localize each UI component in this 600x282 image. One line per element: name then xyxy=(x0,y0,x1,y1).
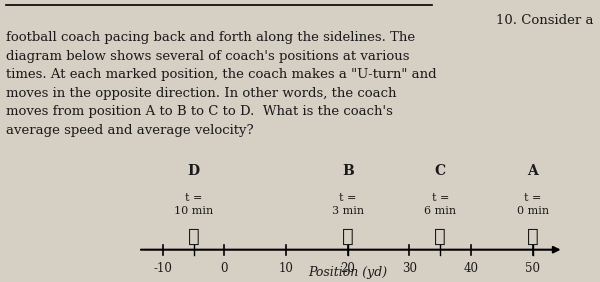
Text: 10. Consider a: 10. Consider a xyxy=(497,14,594,27)
Text: -10: -10 xyxy=(154,262,172,275)
Text: 10: 10 xyxy=(278,262,293,275)
Text: Position (yd): Position (yd) xyxy=(308,266,388,279)
Text: 50: 50 xyxy=(525,262,540,275)
Text: B: B xyxy=(342,164,353,179)
Text: t =
0 min: t = 0 min xyxy=(517,193,549,215)
Text: ⛹: ⛹ xyxy=(342,227,353,246)
Text: football coach pacing back and forth along the sidelines. The
diagram below show: football coach pacing back and forth alo… xyxy=(6,32,437,137)
Text: t =
3 min: t = 3 min xyxy=(332,193,364,215)
Text: t =
10 min: t = 10 min xyxy=(174,193,213,215)
Text: 40: 40 xyxy=(464,262,479,275)
Text: ⛹: ⛹ xyxy=(188,227,200,246)
Text: 0: 0 xyxy=(221,262,228,275)
Text: 20: 20 xyxy=(340,262,355,275)
Text: 30: 30 xyxy=(402,262,417,275)
Text: ⛹: ⛹ xyxy=(527,227,539,246)
Text: t =
6 min: t = 6 min xyxy=(424,193,456,215)
Text: D: D xyxy=(188,164,200,179)
Text: ⛹: ⛹ xyxy=(434,227,446,246)
Text: C: C xyxy=(434,164,446,179)
Text: A: A xyxy=(527,164,538,179)
